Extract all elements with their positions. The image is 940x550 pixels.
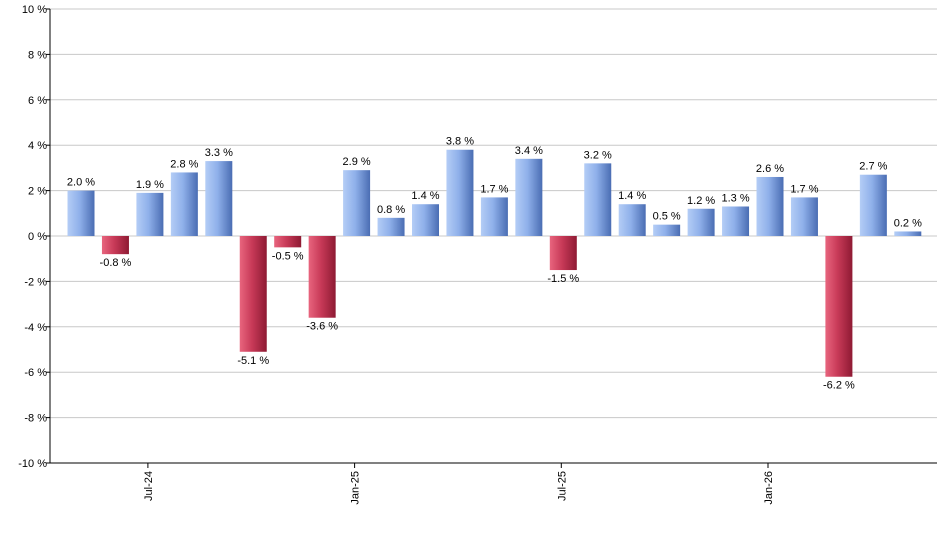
x-axis-ticks: Jul-24 Jan-25 Jul-25 Jan-26 xyxy=(143,463,775,505)
bar xyxy=(205,161,233,236)
data-label: 3.2 % xyxy=(584,149,612,161)
y-tick-label: -10 % xyxy=(18,458,47,470)
y-tick-label: 0 % xyxy=(28,231,47,243)
data-label: 0.8 % xyxy=(377,204,405,216)
bar xyxy=(515,158,543,236)
data-label: 2.6 % xyxy=(756,163,784,175)
data-label: 0.2 % xyxy=(894,217,922,229)
bar xyxy=(584,163,612,236)
data-label: -1.5 % xyxy=(547,273,579,285)
data-label: 1.9 % xyxy=(136,179,164,191)
y-tick-label: 4 % xyxy=(28,140,47,152)
x-tick-label: Jul-24 xyxy=(143,471,155,501)
y-tick-label: 2 % xyxy=(28,186,47,198)
data-label: -3.6 % xyxy=(306,321,338,333)
y-tick-label: 8 % xyxy=(28,49,47,61)
bar xyxy=(756,176,784,236)
y-tick-label: 6 % xyxy=(28,95,47,107)
bar xyxy=(790,197,818,236)
data-label: -0.8 % xyxy=(100,257,132,269)
bar xyxy=(377,217,405,236)
data-label: 2.0 % xyxy=(67,177,95,189)
bar xyxy=(170,172,198,236)
data-label: 2.9 % xyxy=(343,156,371,168)
bar xyxy=(480,197,508,236)
bar xyxy=(549,236,577,271)
bar xyxy=(894,231,922,236)
x-tick-label: Jan-25 xyxy=(350,471,362,505)
bar xyxy=(618,204,646,236)
bar xyxy=(239,236,267,352)
y-tick-label: -4 % xyxy=(24,322,47,334)
data-labels: 2.0 % -0.8 % 1.9 % 2.8 % 3.3 % -5.1 % -0.5 % -3… xyxy=(67,136,922,392)
y-tick-label: -6 % xyxy=(24,367,47,379)
x-tick-label: Jul-25 xyxy=(556,471,568,501)
bar xyxy=(67,190,95,236)
data-label: 1.7 % xyxy=(790,183,818,195)
bar xyxy=(308,236,336,318)
data-label: 1.4 % xyxy=(618,190,646,202)
bar xyxy=(136,192,164,236)
y-axis-ticks: 10 % 8 % 6 % 4 % 2 % 0 % -2 % -4 % -6 % -8 % -10 % xyxy=(18,4,50,470)
y-tick-label: -8 % xyxy=(24,413,47,425)
bar xyxy=(687,208,715,236)
y-tick-label: 10 % xyxy=(22,4,47,16)
bar xyxy=(825,236,853,377)
data-label: -5.1 % xyxy=(237,355,269,367)
data-label: 1.4 % xyxy=(411,190,439,202)
bar xyxy=(101,236,129,255)
bars xyxy=(67,149,922,377)
bar xyxy=(446,149,474,236)
bar xyxy=(343,170,371,236)
data-label: -6.2 % xyxy=(823,380,855,392)
data-label: 2.8 % xyxy=(170,158,198,170)
data-label: 0.5 % xyxy=(653,211,681,223)
bar xyxy=(274,236,302,248)
x-tick-label: Jan-26 xyxy=(763,471,775,505)
data-label: 1.7 % xyxy=(480,183,508,195)
data-label: 3.4 % xyxy=(515,145,543,157)
axes xyxy=(49,9,937,464)
data-label: 3.3 % xyxy=(205,147,233,159)
data-label: 3.8 % xyxy=(446,136,474,148)
bar xyxy=(859,174,887,236)
y-tick-label: -2 % xyxy=(24,276,47,288)
bar xyxy=(722,206,750,236)
data-label: 1.3 % xyxy=(721,192,749,204)
data-label: 2.7 % xyxy=(859,161,887,173)
data-label: 1.2 % xyxy=(687,195,715,207)
data-label: -0.5 % xyxy=(272,250,304,262)
bar xyxy=(653,224,681,236)
bar xyxy=(412,204,439,236)
